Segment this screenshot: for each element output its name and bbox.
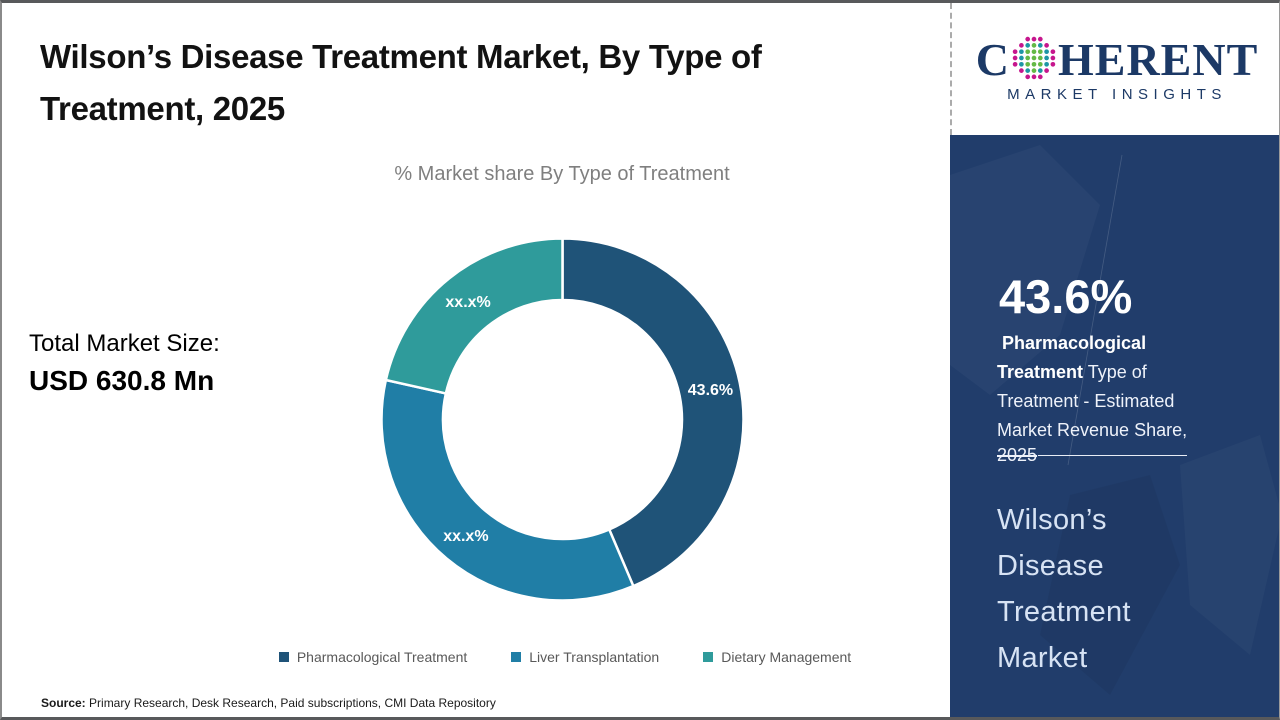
logo-word-rest: HERENT [1057, 33, 1259, 85]
total-market-size-label: Total Market Size: [29, 330, 220, 357]
sidebar-stat-year-row: 2025 [997, 445, 1187, 466]
legend-label: Pharmacological Treatment [296, 649, 468, 665]
source-line: Source: Primary Research, Desk Research,… [41, 696, 496, 710]
legend-marker-icon [511, 652, 522, 662]
donut-chart: 43.6% xx.x% xx.x% [379, 236, 746, 603]
donut-segment [561, 237, 745, 588]
total-market-size: Total Market Size: USD 630.8 Mn [29, 327, 220, 401]
legend-label: Dietary Management [721, 649, 852, 665]
total-market-size-value: USD 630.8 Mn [29, 365, 215, 396]
chart-subtitle: % Market share By Type of Treatment [394, 163, 730, 185]
legend-marker-icon [278, 652, 289, 662]
company-logo: C HERENT MARKET INSIGHTS [950, 3, 1279, 135]
donut-slice-label: xx.x% [443, 528, 488, 545]
legend-item: Dietary Management [703, 649, 851, 665]
sidebar-stat-year: 2025 [997, 445, 1038, 465]
sidebar-stat-rest: Type of Treatment - Estimated Market Rev… [997, 362, 1188, 440]
logo-globe-icon [1012, 36, 1056, 80]
sidebar-stat-bold: Pharmacological Treatment [997, 333, 1147, 382]
right-sidebar: C HERENT MARKET INSIGHTS 43.6% Pharmacol… [950, 3, 1279, 717]
page-title: Wilson’s Disease Treatment Market, By Ty… [40, 38, 762, 127]
chart-panel: Wilson’s Disease Treatment Market, By Ty… [2, 3, 950, 717]
donut-segment [384, 237, 564, 395]
sidebar-market-name: Wilson’s Disease Treatment Market [997, 504, 1131, 674]
donut-segment [380, 378, 635, 602]
sidebar-underline-rule [1038, 455, 1187, 456]
sidebar-stat-value: 43.6% [999, 270, 1133, 323]
logo-wordmark: C HERENT [976, 35, 1259, 84]
legend-label: Liver Transplantation [529, 649, 660, 665]
map-texture-decoration [1040, 154, 1180, 695]
legend-marker-icon [703, 652, 714, 662]
source-label: Source: [41, 696, 86, 710]
logo-letter-c: C [975, 33, 1010, 85]
legend-item: Liver Transplantation [511, 649, 659, 665]
sidebar-stat-description: Pharmacological Treatment Type of Treatm… [997, 329, 1212, 445]
donut-slice-label: xx.x% [445, 294, 490, 311]
legend-item: Pharmacological Treatment [278, 649, 468, 665]
chart-legend: Pharmacological Treatment Liver Transplan… [178, 649, 952, 665]
source-text: Primary Research, Desk Research, Paid su… [85, 696, 496, 710]
logo-tagline: MARKET INSIGHTS [1007, 86, 1227, 103]
donut-chart-svg: 43.6% xx.x% xx.x% [380, 237, 745, 602]
donut-slice-label: 43.6% [688, 382, 733, 399]
